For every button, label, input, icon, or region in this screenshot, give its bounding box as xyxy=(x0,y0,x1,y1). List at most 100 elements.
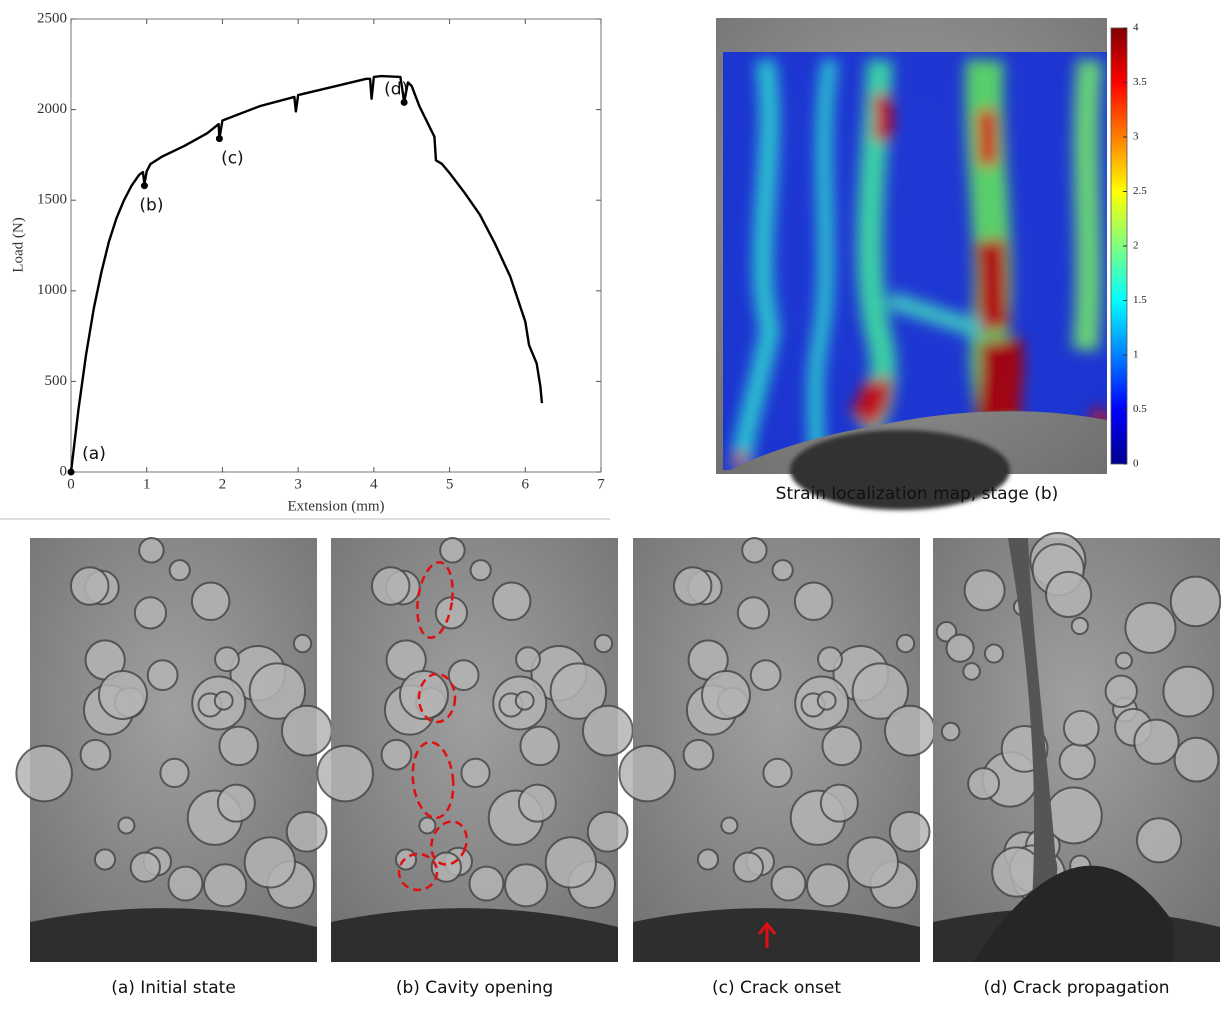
colorbar-tick-label: 1.5 xyxy=(1133,294,1147,306)
x-tick-label: 1 xyxy=(143,476,151,492)
colorbar-tick-label: 0 xyxy=(1133,458,1139,470)
stage-label: (c) xyxy=(221,149,244,169)
y-tick-label: 2500 xyxy=(37,10,67,26)
sem-particle xyxy=(1133,718,1180,765)
sem-particle xyxy=(549,662,608,720)
sem-particle xyxy=(940,721,961,742)
sem-particle xyxy=(586,810,629,853)
sem-particle xyxy=(771,559,794,582)
cavity-marks xyxy=(397,561,468,892)
sem-particle xyxy=(380,738,413,771)
x-tick-label: 6 xyxy=(522,476,530,492)
sem-particle xyxy=(316,744,374,803)
sem-particle xyxy=(846,836,899,889)
colorbar-tick-label: 1 xyxy=(1133,349,1139,361)
stage-marker xyxy=(140,182,148,190)
sem-particle xyxy=(79,738,112,771)
sem-particle xyxy=(983,643,1005,664)
sem-particle xyxy=(138,537,165,564)
sem-particle xyxy=(1114,651,1133,670)
stage-marker xyxy=(400,98,408,106)
sem-particle xyxy=(514,690,535,711)
colorbar-tick-label: 4 xyxy=(1133,22,1139,34)
x-tick-label: 4 xyxy=(370,476,378,492)
sem-particle xyxy=(581,704,634,757)
sem-particle xyxy=(816,690,837,711)
sem-panels xyxy=(15,532,1221,962)
sem-particle xyxy=(214,646,240,673)
stage-label: (b) xyxy=(139,196,163,216)
sem-particle xyxy=(517,783,557,823)
sem-particle xyxy=(895,633,916,654)
sem-bottom xyxy=(30,908,317,962)
panel-caption: (a) Initial state xyxy=(111,978,236,998)
sem-particle xyxy=(133,596,168,630)
sem-bottom xyxy=(331,908,618,962)
sem-particle xyxy=(491,581,532,622)
sem-bottom xyxy=(633,908,920,962)
x-tick-label: 7 xyxy=(597,476,605,492)
y-tick-label: 500 xyxy=(45,373,68,389)
y-tick-label: 1500 xyxy=(37,192,67,208)
sem-particle xyxy=(460,757,491,789)
sem-particle xyxy=(1070,616,1089,636)
sem-particle xyxy=(447,659,480,692)
sem-particle xyxy=(1058,742,1096,781)
panel-caption: (b) Cavity opening xyxy=(396,978,553,998)
sem-particle xyxy=(203,863,248,908)
sem-particle xyxy=(93,848,117,871)
sem-particle xyxy=(1045,570,1093,619)
sem-particle xyxy=(129,851,161,883)
x-tick-label: 3 xyxy=(294,476,302,492)
sem-particle xyxy=(888,810,931,853)
sem-particle xyxy=(248,662,307,720)
sem-particle xyxy=(218,725,259,767)
sem-particle xyxy=(418,816,437,835)
sem-particle xyxy=(519,725,560,767)
sem-particle xyxy=(285,810,328,853)
sem-particle xyxy=(945,633,975,663)
sem-particle xyxy=(398,670,449,721)
sem-particle xyxy=(434,596,469,630)
sem-particle xyxy=(469,559,492,582)
sem-particle xyxy=(544,836,597,889)
sem-particle xyxy=(190,581,231,622)
stage-marker xyxy=(67,468,75,476)
sem-particle xyxy=(168,559,191,582)
stage-label: (d) xyxy=(384,79,408,99)
sem-particle xyxy=(468,865,505,902)
sem-particle xyxy=(762,757,793,789)
sem-particle xyxy=(962,662,981,681)
sem-particle xyxy=(370,566,411,606)
sem-hole xyxy=(973,865,1173,962)
sem-particle xyxy=(117,816,136,835)
sem-particle xyxy=(736,596,771,630)
sem-particle xyxy=(720,816,739,835)
sem-particle xyxy=(97,670,148,721)
sem-particle xyxy=(69,566,110,606)
sem-particle xyxy=(292,633,313,654)
sem-particle xyxy=(213,690,234,711)
sem-particle xyxy=(749,659,782,692)
sem-particle xyxy=(851,662,910,720)
sem-particle xyxy=(1104,674,1138,708)
sem-particle xyxy=(1173,736,1220,783)
strain-overlay xyxy=(723,52,1107,470)
sem-particle xyxy=(883,704,936,757)
sem-particle xyxy=(770,865,807,902)
map-caption: Strain localization map, stage (b) xyxy=(776,484,1059,504)
crack-arrow xyxy=(757,921,777,948)
sem-particle xyxy=(243,836,296,889)
sem-particle xyxy=(700,670,751,721)
sem-particle xyxy=(817,646,843,673)
y-tick-label: 0 xyxy=(60,463,68,479)
sem-particle xyxy=(167,865,204,902)
sem-crack xyxy=(1008,538,1063,962)
stage-marker xyxy=(215,135,223,143)
sem-particle xyxy=(806,863,851,908)
sem-particle xyxy=(430,851,462,883)
colorbar-tick-label: 3 xyxy=(1133,131,1139,143)
sem-particle xyxy=(280,704,333,757)
